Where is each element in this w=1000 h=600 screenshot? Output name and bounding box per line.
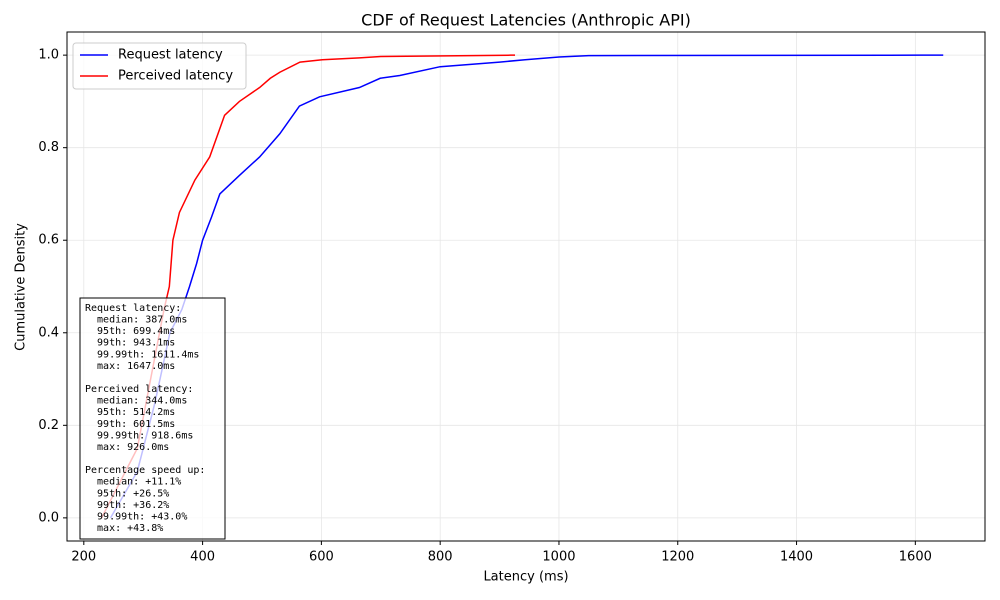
annotation-line: 99th: +36.2% <box>85 500 169 511</box>
annotation-line: 95th: 699.4ms <box>85 326 175 337</box>
annotation-line: 99.99th: 1611.4ms <box>85 349 199 360</box>
x-axis-label: Latency (ms) <box>483 570 568 585</box>
annotation-line: 95th: 514.2ms <box>85 407 175 418</box>
ticks: 200 400 600 800 1000 1200 1400 1600 0.0 0.2 0.4 0.6… <box>38 48 932 565</box>
y-axis-label: Cumulative Density <box>14 223 29 351</box>
annotation-box: Request latency: median: 387.0ms 95th: 6… <box>79 297 226 540</box>
annotation-line: median: +11.1% <box>85 477 181 488</box>
legend-label: Request latency <box>118 48 223 63</box>
annotation-line: max: 926.0ms <box>85 442 169 453</box>
annotation-line: median: 344.0ms <box>85 396 187 407</box>
y-tick-label: 1.0 <box>38 48 59 63</box>
annotation-line: max: +43.8% <box>85 523 163 534</box>
legend-box <box>72 42 247 90</box>
x-tick-label: 1400 <box>780 550 813 565</box>
legend-label: Perceived latency <box>118 69 233 84</box>
x-tick-label: 800 <box>428 550 453 565</box>
annotation-line: 95th: +26.5% <box>85 488 169 499</box>
annotation-line: median: 387.0ms <box>85 315 187 326</box>
x-tick-label: 1200 <box>661 550 694 565</box>
annotation-line: max: 1647.0ms <box>85 361 175 372</box>
legend: Request latency Perceived latency <box>72 42 247 90</box>
annotation-line: 99.99th: +43.0% <box>85 511 187 522</box>
x-tick-label: 1600 <box>899 550 932 565</box>
annotation-line: 99.99th: 918.6ms <box>85 430 193 441</box>
y-tick-label: 0.0 <box>38 510 59 525</box>
x-tick-label: 600 <box>309 550 334 565</box>
x-tick-label: 1000 <box>542 550 575 565</box>
chart-title: CDF of Request Latencies (Anthropic API) <box>361 11 691 30</box>
annotation-frame <box>79 297 226 540</box>
annotation-line: Perceived latency: <box>85 384 193 395</box>
y-tick-label: 0.2 <box>38 418 59 433</box>
annotation-line: 99th: 943.1ms <box>85 338 175 349</box>
x-tick-label: 400 <box>190 550 215 565</box>
axes-frame <box>66 31 986 542</box>
y-tick-label: 0.6 <box>38 233 59 248</box>
y-tick-label: 0.4 <box>38 325 59 340</box>
annotation-line: 99th: 601.5ms <box>85 419 175 430</box>
y-tick-label: 0.8 <box>38 140 59 155</box>
x-tick-label: 200 <box>71 550 96 565</box>
annotation-line: Request latency: <box>85 303 181 314</box>
annotation-line: Percentage speed up: <box>85 465 205 476</box>
